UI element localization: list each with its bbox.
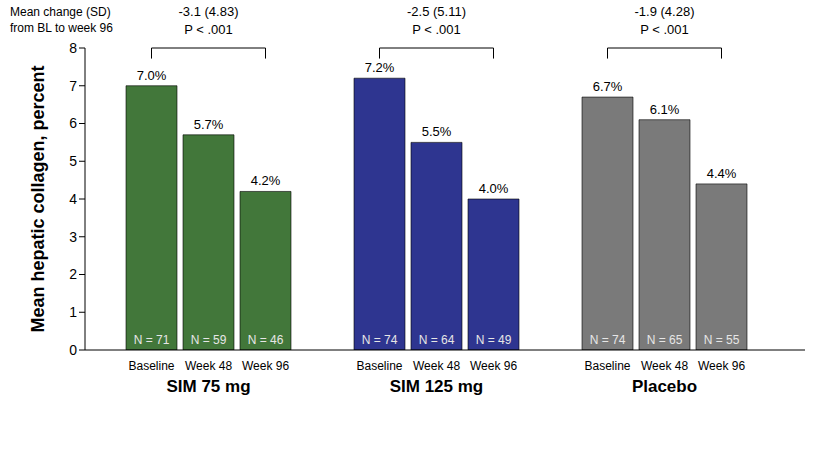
svg-text:Baseline: Baseline [584,359,630,373]
svg-text:P < .001: P < .001 [640,22,689,37]
svg-text:2: 2 [69,266,77,282]
html-text:from BL to week 96: from BL to week 96 [10,21,113,35]
svg-text:Week 48: Week 48 [185,359,232,373]
svg-text:Mean hepatic collagen, percent: Mean hepatic collagen, percent [28,65,48,332]
svg-text:6.1%: 6.1% [650,102,680,117]
svg-text:7.0%: 7.0% [137,68,167,83]
svg-text:1: 1 [69,304,77,320]
svg-text:N = 55: N = 55 [704,333,740,347]
svg-text:P < .001: P < .001 [184,22,233,37]
svg-text:-1.9 (4.28): -1.9 (4.28) [635,4,695,19]
svg-text:Placebo: Placebo [632,377,697,396]
svg-text:Baseline: Baseline [128,359,174,373]
svg-text:N = 71: N = 71 [134,333,170,347]
svg-text:N = 64: N = 64 [419,333,455,347]
html-text:Mean change (SD): Mean change (SD) [10,5,111,19]
svg-text:Week 96: Week 96 [470,359,517,373]
svg-text:0: 0 [69,342,77,358]
svg-text:4.4%: 4.4% [707,166,737,181]
svg-text:Week 48: Week 48 [641,359,688,373]
svg-text:5.5%: 5.5% [422,124,452,139]
svg-text:P < .001: P < .001 [412,22,461,37]
svg-text:7.2%: 7.2% [365,60,395,75]
svg-text:8: 8 [69,40,77,56]
svg-text:SIM 75 mg: SIM 75 mg [166,377,250,396]
svg-text:5: 5 [69,153,77,169]
svg-text:N = 46: N = 46 [248,333,284,347]
svg-text:4: 4 [69,191,77,207]
svg-text:N = 74: N = 74 [590,333,626,347]
svg-text:7: 7 [69,78,77,94]
svg-text:N = 65: N = 65 [647,333,683,347]
svg-text:N = 49: N = 49 [476,333,512,347]
svg-text:Baseline: Baseline [356,359,402,373]
svg-text:5.7%: 5.7% [194,117,224,132]
svg-text:N = 74: N = 74 [362,333,398,347]
svg-text:6: 6 [69,115,77,131]
svg-text:4.0%: 4.0% [479,181,509,196]
svg-text:4.2%: 4.2% [251,173,281,188]
svg-text:-2.5 (5.11): -2.5 (5.11) [407,4,466,19]
svg-text:3: 3 [69,229,77,245]
svg-text:-3.1 (4.83): -3.1 (4.83) [179,4,239,19]
svg-text:Week 96: Week 96 [242,359,289,373]
svg-text:Week 48: Week 48 [413,359,460,373]
svg-text:Week 96: Week 96 [698,359,745,373]
svg-text:N = 59: N = 59 [191,333,227,347]
svg-text:SIM 125 mg: SIM 125 mg [390,377,484,396]
svg-text:6.7%: 6.7% [593,79,623,94]
